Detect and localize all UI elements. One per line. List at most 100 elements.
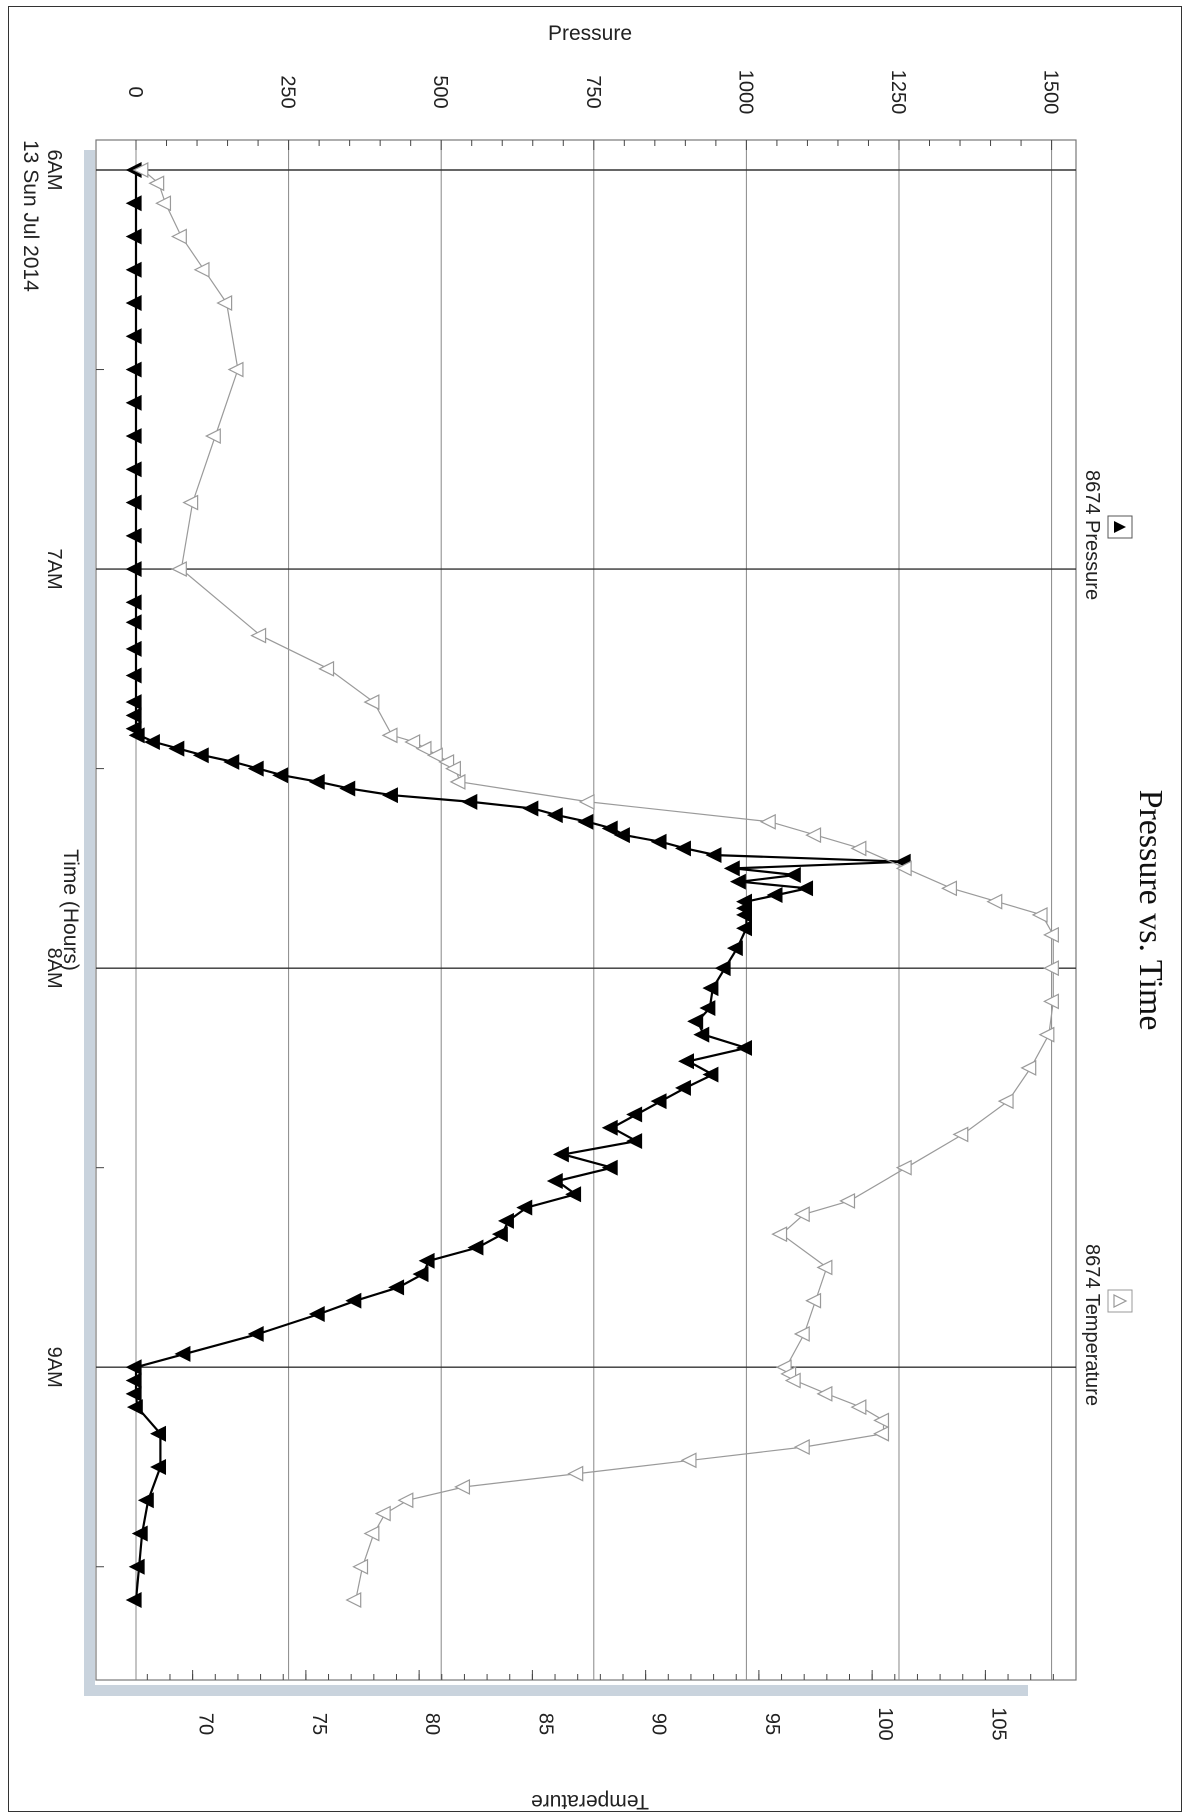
- temperature-point: [839, 1192, 856, 1209]
- temperature-point: [850, 1399, 867, 1416]
- pressure-point: [125, 1385, 142, 1402]
- legend-temperature-marker-icon: [1113, 1294, 1128, 1308]
- pressure-point: [766, 887, 783, 903]
- temperature-point: [873, 1412, 890, 1429]
- pressure-point: [125, 261, 142, 278]
- pressure-point: [339, 780, 356, 797]
- temperature-point: [352, 1558, 369, 1575]
- pressure-point: [675, 840, 691, 857]
- pressure-point: [601, 1119, 618, 1136]
- date-label: 13 Sun Jul 2014: [19, 140, 42, 292]
- pressure-point: [308, 1306, 325, 1322]
- series-layer: [125, 162, 1059, 1608]
- temperature-point: [454, 1478, 471, 1495]
- temperature-point: [1031, 906, 1048, 923]
- pressure-tick-label: 500: [429, 75, 451, 108]
- pressure-point: [497, 1212, 514, 1229]
- pressure-point: [784, 867, 801, 883]
- chart-title: Pressure vs. Time: [1132, 790, 1169, 1031]
- legend-temperature[interactable]: 8674 Temperature: [1081, 1244, 1133, 1406]
- pressure-point: [388, 1279, 405, 1296]
- temperature-tick-label: 85: [534, 1713, 556, 1735]
- temperature-point: [404, 734, 421, 750]
- temperature-point: [873, 1425, 890, 1442]
- pressure-point: [128, 1558, 145, 1575]
- temperature-point: [759, 813, 776, 830]
- pressure-point: [137, 1492, 154, 1509]
- pressure-point: [143, 734, 160, 750]
- pressure-point: [522, 800, 539, 817]
- pressure-tick-label: 1500: [1040, 70, 1062, 115]
- temperature-point: [793, 1206, 810, 1223]
- temperature-tick-label: 90: [648, 1713, 670, 1735]
- temperature-point: [895, 860, 912, 877]
- pressure-point: [125, 428, 142, 445]
- pressure-point: [150, 1425, 167, 1442]
- temperature-point: [193, 261, 210, 278]
- temperature-point: [1020, 1059, 1037, 1076]
- pressure-point: [125, 614, 142, 631]
- temperature-point: [1038, 1026, 1055, 1043]
- temperature-point: [345, 1592, 362, 1608]
- pressure-point: [516, 1199, 533, 1216]
- pressure-point: [128, 727, 145, 744]
- pressure-point: [736, 1039, 752, 1056]
- temperature-point: [438, 753, 455, 770]
- pressure-point: [552, 1146, 569, 1163]
- pressure-point: [601, 1159, 618, 1176]
- pressure-point: [308, 773, 325, 790]
- pressure-point: [223, 753, 240, 770]
- pressure-point: [125, 228, 142, 245]
- pressure-point: [601, 820, 618, 837]
- pressure-point: [675, 1079, 691, 1096]
- pressure-point: [125, 494, 142, 511]
- temperature-point: [363, 1525, 380, 1542]
- temperature-tick-label: 95: [761, 1713, 783, 1735]
- pressure-point: [626, 1106, 643, 1123]
- temperature-point: [426, 747, 443, 764]
- pressure-point: [125, 594, 142, 611]
- temperature-point: [578, 793, 595, 810]
- temperature-tick-label: 80: [421, 1713, 443, 1735]
- temperature-point: [793, 1325, 810, 1342]
- temperature-tick-label: 70: [195, 1713, 217, 1735]
- x-axis-title: Time (Hours): [59, 849, 82, 971]
- pressure-point: [461, 793, 478, 810]
- pressure-point: [650, 833, 667, 850]
- pressure-point: [699, 1000, 716, 1017]
- pressure-tick-label: 0: [124, 86, 146, 97]
- temperature-tick-label: 105: [987, 1707, 1009, 1740]
- pressure-point: [678, 1053, 695, 1070]
- pressure-point: [125, 1372, 142, 1389]
- temperature-point: [318, 660, 335, 677]
- pressure-point: [546, 1173, 563, 1189]
- time-tick-label: 9AM: [43, 1347, 65, 1388]
- pressure-point: [150, 1459, 167, 1475]
- temperature-point: [374, 1505, 391, 1522]
- pressure-point: [125, 361, 142, 378]
- temperature-point: [132, 162, 149, 178]
- temperature-point: [805, 827, 822, 844]
- temperature-point: [381, 727, 398, 744]
- temperature-point: [952, 1126, 969, 1143]
- pressure-point: [131, 1525, 148, 1542]
- pressure-point: [272, 767, 289, 784]
- pressure-point: [626, 1133, 643, 1150]
- pressure-point: [125, 640, 142, 657]
- temperature-point: [816, 1385, 833, 1402]
- temperature-point: [850, 840, 867, 857]
- pressure-point: [345, 1292, 362, 1309]
- temperature-point: [816, 1259, 833, 1276]
- pressure-point: [797, 880, 814, 897]
- pressure-axis-title: Pressure: [548, 22, 632, 45]
- temperature-point: [1043, 926, 1059, 943]
- temperature-point: [227, 361, 244, 378]
- temperature-point: [771, 1226, 788, 1243]
- pressure-point: [125, 707, 142, 724]
- pressure-point: [168, 740, 185, 757]
- pressure-point: [714, 960, 731, 977]
- legend-pressure[interactable]: 8674 Pressure: [1081, 470, 1133, 600]
- temperature-point: [793, 1439, 810, 1455]
